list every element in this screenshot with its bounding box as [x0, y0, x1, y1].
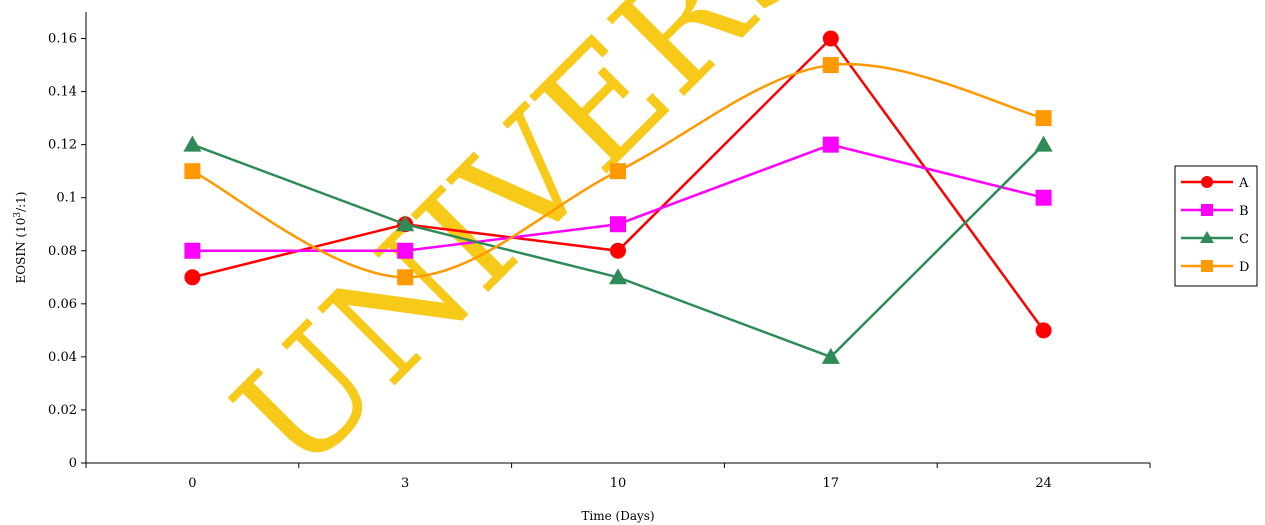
series-d-point — [610, 163, 626, 180]
y-axis-title-tail: /:1) — [14, 192, 28, 212]
series-a-point — [184, 269, 201, 286]
y-tick-label: 0.02 — [48, 403, 77, 418]
legend-item-a: A — [1181, 176, 1249, 191]
x-tick-label: 0 — [188, 476, 196, 491]
legend-swatch-marker — [1201, 260, 1213, 272]
legend-label: D — [1239, 260, 1249, 275]
legend-swatch-marker — [1201, 204, 1213, 216]
series-a-point — [1035, 322, 1052, 339]
x-tick-label: 24 — [1035, 476, 1052, 491]
y-tick-label: 0.04 — [48, 350, 77, 365]
series-c — [183, 135, 1053, 364]
y-axis-title-sup: 3 — [13, 212, 23, 218]
series-b-point — [184, 242, 201, 259]
series-b-point — [822, 136, 839, 153]
series-c-point — [396, 215, 415, 232]
series-b-point — [610, 216, 626, 233]
x-ticks: 0 3 10 17 24 — [85, 463, 1151, 491]
series-c-point — [1034, 135, 1053, 152]
x-tick-label: 10 — [610, 476, 627, 491]
series-d — [184, 57, 1052, 286]
series-c-point — [821, 347, 840, 364]
legend-swatch-marker — [1200, 231, 1214, 243]
x-tick-label: 3 — [401, 476, 409, 491]
series-b-point — [1035, 189, 1052, 206]
y-tick-label: 0.08 — [48, 244, 77, 259]
legend-item-d: D — [1181, 260, 1249, 275]
y-axis-title-main: EOSIN (10 — [14, 218, 28, 284]
series-a-point — [610, 242, 626, 259]
legend-swatch-marker — [1201, 176, 1213, 188]
legend-item-c: C — [1181, 231, 1249, 247]
axes — [85, 12, 1150, 464]
legend-item-b: B — [1181, 204, 1249, 219]
y-tick-label: 0.12 — [48, 138, 77, 153]
series-d-point — [1035, 110, 1052, 127]
y-tick-label: 0.14 — [48, 85, 77, 100]
series-c-point — [183, 135, 202, 152]
y-tick-label: 0.16 — [48, 32, 77, 47]
series-c-point — [609, 268, 627, 285]
series-b — [184, 136, 1052, 259]
x-tick-label: 17 — [823, 476, 840, 491]
y-tick-label: 0 — [69, 456, 77, 471]
series-b-point — [397, 242, 414, 259]
y-tick-label: 0.06 — [48, 297, 77, 312]
y-ticks: 0 0.02 0.04 0.06 0.08 0.1 0.12 0.14 0.16 — [48, 32, 86, 471]
watermark-text: UNIVERSITY OF IBADAN — [202, 0, 1265, 505]
x-axis-title: Time (Days) — [581, 509, 654, 523]
series-d-point — [397, 269, 414, 286]
legend-label: A — [1238, 176, 1249, 191]
legend-label: B — [1239, 204, 1249, 219]
y-axis-title: EOSIN (103/:1) — [13, 192, 28, 284]
series-a-point — [822, 30, 839, 47]
legend-label: C — [1239, 232, 1249, 247]
series-d-point — [184, 163, 201, 180]
y-tick-label: 0.1 — [56, 191, 77, 206]
series-layer — [183, 30, 1053, 364]
series-d-point — [822, 57, 839, 74]
